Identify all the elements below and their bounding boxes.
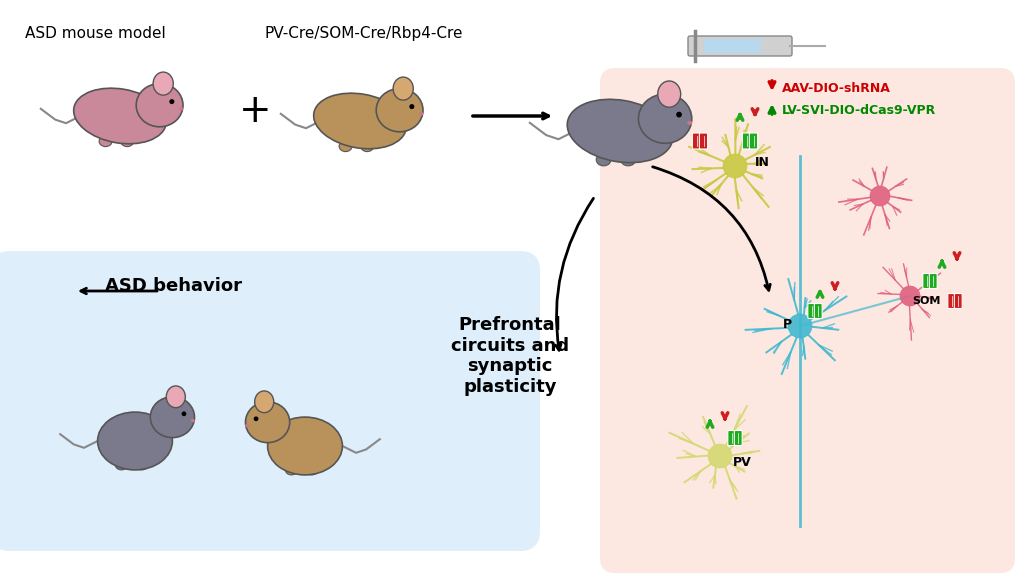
- Text: PV-Cre/SOM-Cre/Rbp4-Cre: PV-Cre/SOM-Cre/Rbp4-Cre: [265, 26, 464, 41]
- FancyBboxPatch shape: [948, 294, 955, 309]
- FancyBboxPatch shape: [688, 36, 792, 56]
- Ellipse shape: [74, 88, 166, 144]
- Ellipse shape: [286, 465, 298, 475]
- Text: P: P: [783, 318, 793, 331]
- Ellipse shape: [166, 386, 185, 408]
- Ellipse shape: [154, 72, 173, 95]
- Ellipse shape: [179, 107, 183, 111]
- FancyBboxPatch shape: [0, 251, 540, 551]
- Ellipse shape: [245, 424, 249, 427]
- Ellipse shape: [151, 397, 195, 438]
- Ellipse shape: [254, 416, 258, 421]
- Ellipse shape: [181, 411, 186, 416]
- Ellipse shape: [99, 136, 112, 147]
- Ellipse shape: [900, 286, 920, 306]
- Ellipse shape: [136, 84, 183, 127]
- Ellipse shape: [567, 99, 673, 162]
- Ellipse shape: [267, 417, 342, 475]
- FancyBboxPatch shape: [750, 133, 758, 149]
- Ellipse shape: [97, 412, 172, 470]
- Ellipse shape: [376, 89, 423, 132]
- Ellipse shape: [246, 402, 290, 442]
- Ellipse shape: [121, 136, 134, 147]
- Ellipse shape: [687, 121, 692, 125]
- Ellipse shape: [306, 465, 317, 475]
- Ellipse shape: [419, 112, 423, 116]
- FancyBboxPatch shape: [728, 430, 735, 445]
- Ellipse shape: [339, 141, 352, 151]
- Ellipse shape: [657, 81, 681, 107]
- Ellipse shape: [676, 112, 682, 118]
- FancyBboxPatch shape: [923, 274, 931, 289]
- FancyBboxPatch shape: [954, 294, 963, 309]
- Ellipse shape: [870, 186, 890, 206]
- Ellipse shape: [621, 154, 636, 166]
- Ellipse shape: [596, 154, 611, 166]
- Text: PV: PV: [733, 456, 752, 469]
- FancyBboxPatch shape: [600, 68, 1015, 573]
- Ellipse shape: [393, 77, 414, 100]
- Ellipse shape: [788, 314, 812, 338]
- FancyBboxPatch shape: [808, 304, 816, 319]
- Text: LV-SVI-DIO-dCas9-VPR: LV-SVI-DIO-dCas9-VPR: [782, 104, 936, 116]
- Text: ASD behavior: ASD behavior: [105, 277, 242, 295]
- FancyBboxPatch shape: [930, 274, 937, 289]
- FancyBboxPatch shape: [692, 133, 700, 149]
- Ellipse shape: [135, 460, 147, 470]
- FancyBboxPatch shape: [814, 304, 822, 319]
- Text: +: +: [239, 92, 271, 130]
- Ellipse shape: [116, 460, 128, 470]
- Ellipse shape: [410, 104, 415, 109]
- FancyBboxPatch shape: [734, 430, 742, 445]
- Ellipse shape: [638, 94, 692, 143]
- Text: AAV-DIO-shRNA: AAV-DIO-shRNA: [782, 81, 891, 94]
- Text: ASD mouse model: ASD mouse model: [25, 26, 166, 41]
- Ellipse shape: [360, 141, 374, 151]
- Ellipse shape: [313, 93, 407, 149]
- Ellipse shape: [255, 391, 273, 412]
- Ellipse shape: [708, 444, 732, 468]
- Ellipse shape: [169, 99, 174, 104]
- FancyBboxPatch shape: [699, 133, 708, 149]
- Text: IN: IN: [755, 156, 770, 169]
- FancyBboxPatch shape: [705, 39, 761, 53]
- Ellipse shape: [723, 154, 746, 178]
- Text: Prefrontal
circuits and
synaptic
plasticity: Prefrontal circuits and synaptic plastic…: [451, 316, 569, 396]
- Ellipse shape: [190, 419, 195, 422]
- FancyBboxPatch shape: [742, 133, 751, 149]
- Text: SOM: SOM: [912, 296, 940, 306]
